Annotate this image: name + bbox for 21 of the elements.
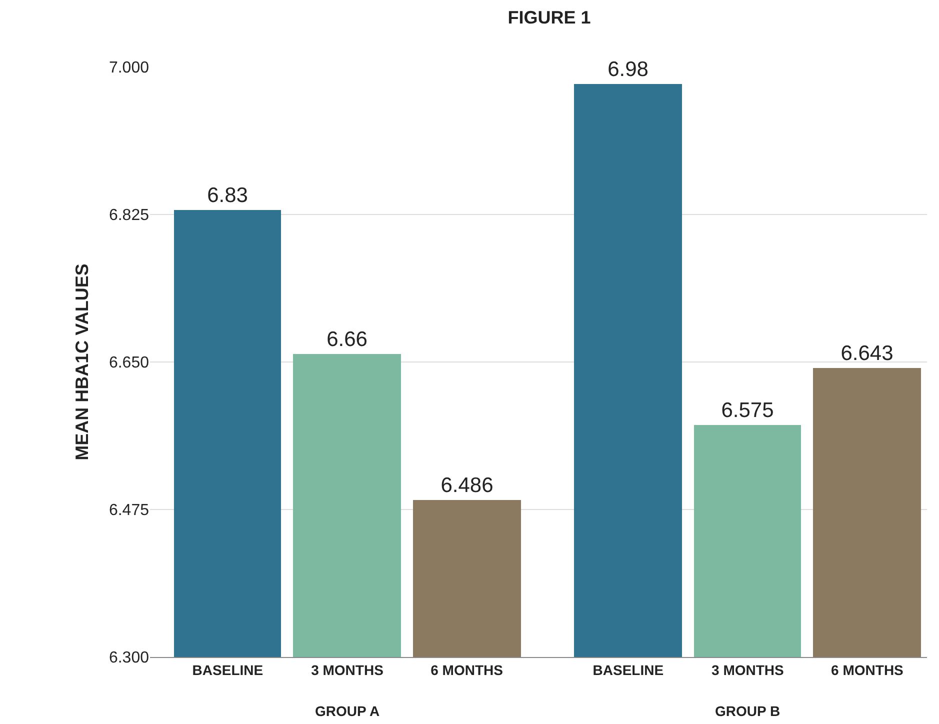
x-tick-label: 6 MONTHS	[430, 662, 503, 678]
y-tick-label: 6.650	[108, 354, 150, 372]
text: GROUP A	[315, 703, 380, 719]
chart-title: FIGURE 1	[508, 7, 591, 28]
y-tick-label: 7.000	[108, 60, 150, 77]
text: GROUP B	[715, 703, 780, 719]
data-label: 6.643	[840, 342, 894, 365]
y-axis-title: MEAN HBA1C VALUES	[72, 264, 92, 460]
y-tick-label: 6.475	[108, 502, 150, 520]
data-label: 6.575	[721, 399, 774, 422]
y-tick-label: 6.825	[108, 207, 150, 224]
x-tick-label: 6 MONTHS	[831, 662, 904, 678]
x-tick-label: 3 MONTHS	[311, 662, 384, 678]
data-label: 6.66	[326, 328, 368, 351]
x-tick-label: 3 MONTHS	[712, 662, 784, 678]
data-label: 6.98	[608, 58, 648, 81]
data-label: 6.486	[440, 474, 494, 497]
x-tick-label: BASELINE	[592, 662, 664, 678]
y-tick-label: 6.300	[108, 650, 150, 667]
x-tick-label: BASELINE	[192, 662, 264, 678]
data-label: 6.83	[207, 184, 248, 207]
